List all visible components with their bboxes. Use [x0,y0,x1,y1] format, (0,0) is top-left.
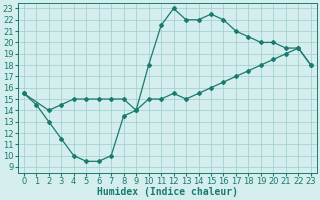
X-axis label: Humidex (Indice chaleur): Humidex (Indice chaleur) [97,187,238,197]
